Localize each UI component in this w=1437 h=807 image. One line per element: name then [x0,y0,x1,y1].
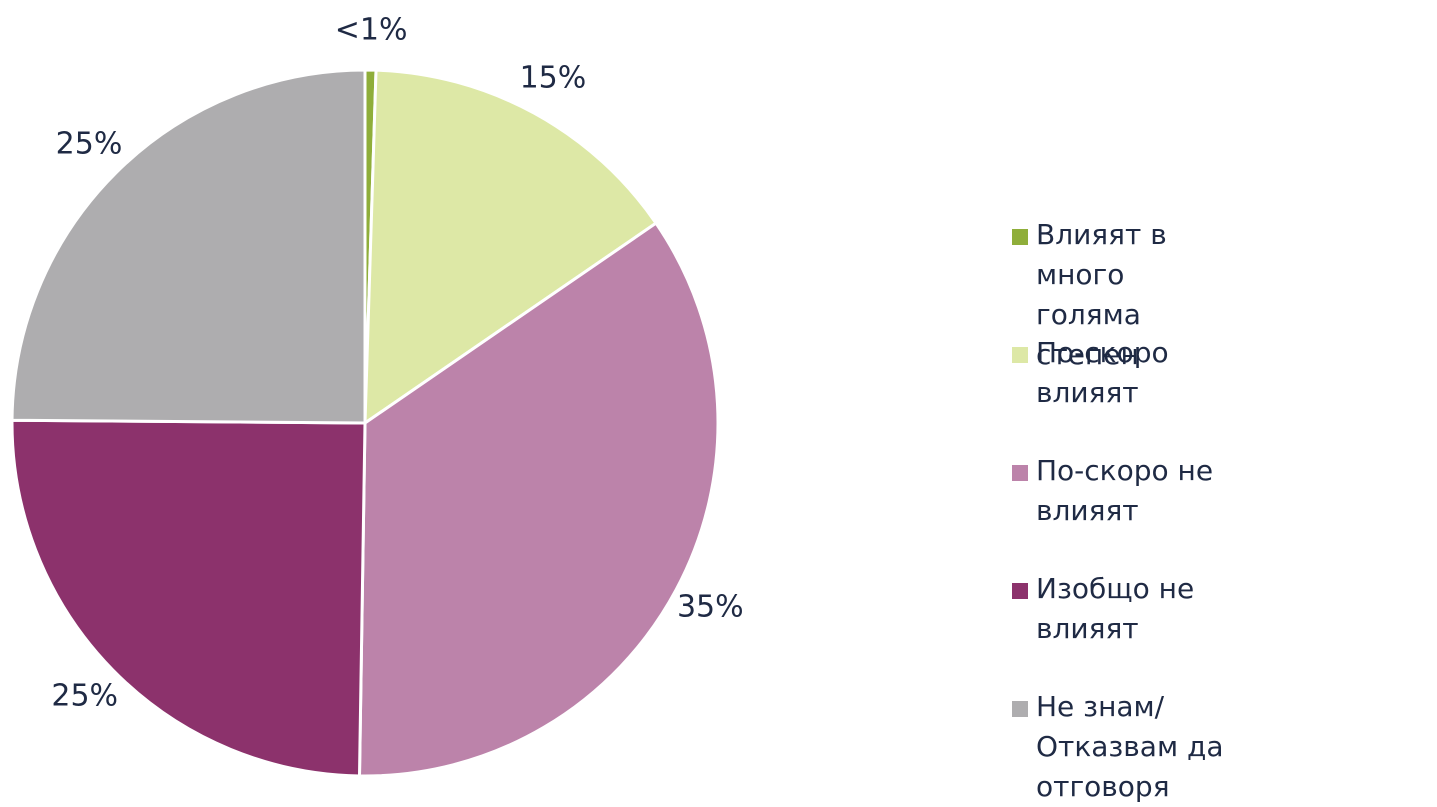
pie-slice [10,68,367,425]
chart: <1% 15% 35% 25% 25% Влияят в много голяма ст… [10,13,1224,803]
legend-item: Влияят в много голяма степен [1012,215,1226,371]
data-label: 15% [520,61,587,96]
legend-swatch [1012,229,1028,245]
pie-slice [10,418,367,778]
legend-label: По-скоро не влияят [1036,454,1214,527]
legend-label: По-скоро влияят [1036,336,1169,409]
data-label: 25% [56,126,123,161]
pie-area: <1% 15% 35% 25% 25% [10,13,744,778]
legend-item: Не знам/Отказвам да отговоря [1012,687,1226,805]
pie-slice [357,221,720,778]
legend-item: По-скоро не влияят [1012,451,1226,569]
legend-label: Влияят в много голяма степен [1036,218,1167,371]
legend-label: Изобщо не влияят [1036,572,1195,645]
legend-item: По-скоро влияят [1012,333,1226,451]
data-label: 25% [51,678,118,713]
legend-swatch [1012,347,1028,363]
data-label: <1% [335,13,408,48]
legend-swatch [1012,465,1028,481]
legend-swatch [1012,583,1028,599]
pie-slice [363,68,659,426]
legend-swatch [1012,701,1028,717]
data-label: 35% [677,590,744,625]
legend: Влияят в много голяма степен По-скоро вли… [1012,215,1412,805]
legend-item: Изобщо не влияят [1012,569,1226,687]
legend-label: Не знам/Отказвам да отговоря [1036,690,1224,803]
